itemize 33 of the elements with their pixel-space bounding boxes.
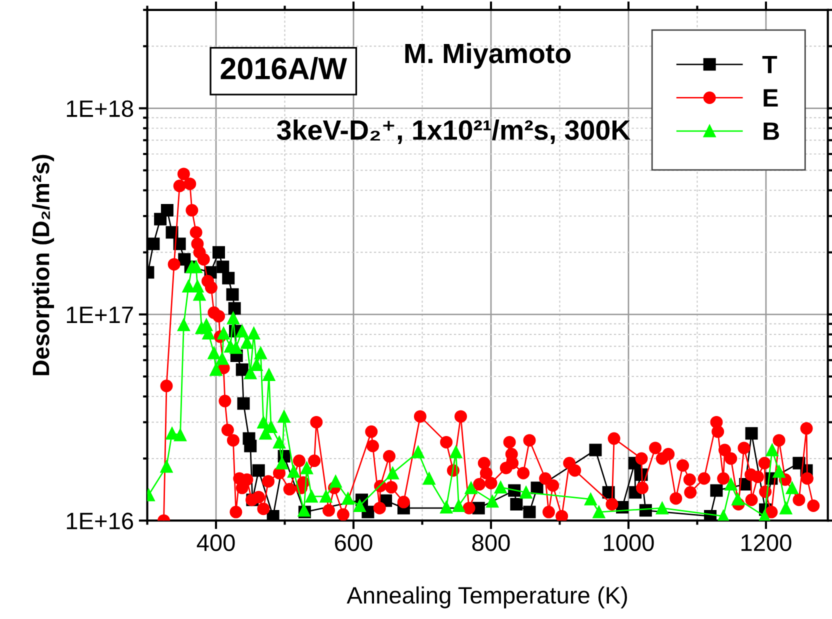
y-tick-label: 1E+18 <box>66 100 134 118</box>
legend-label: B <box>764 122 779 140</box>
y-axis-title: Desorption (D₂/m²s) <box>32 154 54 376</box>
point <box>147 238 160 250</box>
point <box>523 506 536 518</box>
annotation: M. Miyamoto <box>405 42 571 69</box>
point <box>510 498 523 511</box>
legend-label: T <box>762 56 778 74</box>
y-tick-label: 1E+16 <box>66 512 134 530</box>
x-tick-label: 1000 <box>604 534 654 552</box>
point <box>252 464 265 477</box>
point <box>266 510 280 521</box>
annotation: 2016A/W <box>220 56 348 80</box>
point <box>222 272 235 284</box>
x-tick-label: 600 <box>335 534 372 552</box>
annotation: 3keV-D₂⁺, 1x10²¹/m²s, 300K <box>277 120 630 144</box>
legend-label: E <box>764 89 778 106</box>
point <box>216 260 230 274</box>
x-tick-label: 1200 <box>742 534 792 552</box>
y-tick-label: 1E+17 <box>66 306 133 323</box>
point <box>160 204 174 217</box>
point <box>589 444 602 456</box>
x-tick-label: 400 <box>196 534 235 552</box>
point <box>212 246 226 259</box>
point <box>236 363 248 376</box>
point <box>237 397 250 410</box>
point <box>710 484 723 497</box>
point <box>228 302 241 315</box>
point <box>226 288 239 301</box>
x-tick-label: 800 <box>472 534 510 552</box>
point <box>745 427 758 440</box>
point <box>244 440 257 452</box>
x-axis-title: Annealing Temperature (K) <box>346 586 627 608</box>
